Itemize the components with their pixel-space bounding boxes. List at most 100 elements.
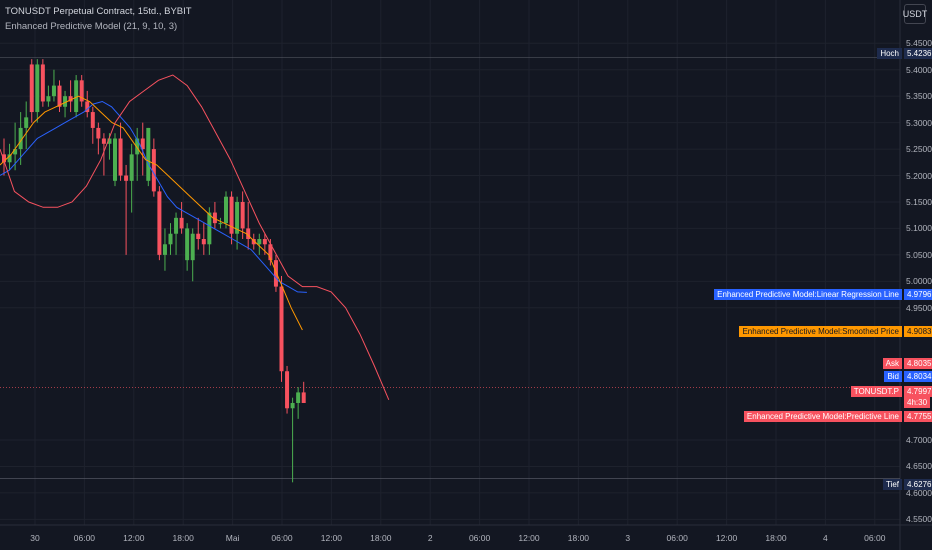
symbol-title: TONUSDT Perpetual Contract, 15td., BYBIT: [5, 6, 192, 17]
candle: [207, 212, 212, 245]
candle: [235, 201, 240, 234]
candle: [212, 212, 217, 224]
price-label-name: Ask: [882, 358, 902, 369]
price-label-value: 4.7997: [904, 386, 932, 397]
price-label-name: Enhanced Predictive Model:Linear Regress…: [714, 289, 902, 300]
candle: [179, 217, 184, 229]
candle: [273, 260, 278, 287]
candle: [162, 244, 167, 255]
y-tick-label: 5.3000: [906, 117, 932, 128]
y-tick-label: 5.2500: [906, 144, 932, 155]
price-label-value: 4.7755: [904, 411, 932, 422]
candle: [24, 117, 29, 128]
candle: [251, 239, 256, 245]
indicator-line: [0, 100, 307, 293]
price-label-value: 4.8035: [904, 358, 932, 369]
candle: [246, 228, 251, 240]
y-tick-label: 5.1000: [906, 223, 932, 234]
price-label-countdown: 4h:30: [904, 397, 931, 408]
y-tick-label: 5.3500: [906, 91, 932, 102]
candle: [74, 80, 79, 113]
candle: [129, 154, 134, 181]
y-tick-label: 4.5500: [906, 514, 932, 525]
y-tick-label: 4.7000: [906, 435, 932, 445]
price-label-name: TONUSDT.P: [850, 386, 902, 397]
x-tick-label: 12:00: [518, 533, 540, 543]
x-tick-label: 18:00: [370, 533, 392, 543]
candle: [151, 149, 156, 192]
x-tick-label: 12:00: [715, 533, 738, 543]
candle: [57, 85, 62, 107]
price-label-name: Tief: [882, 479, 902, 490]
x-tick-label: 3: [625, 533, 631, 543]
candle: [229, 196, 234, 234]
candle: [7, 154, 12, 163]
indicator-line: [0, 95, 303, 331]
candle: [63, 96, 68, 107]
x-tick-label: 12:00: [320, 533, 343, 543]
currency-unit-button[interactable]: USDT: [903, 4, 927, 24]
candle: [79, 80, 84, 102]
y-tick-label: 5.2000: [906, 170, 932, 181]
candle: [96, 127, 101, 139]
candle: [224, 196, 228, 224]
y-tick-label: 4.9500: [906, 302, 932, 313]
candle: [218, 223, 223, 225]
candle: [68, 96, 73, 102]
y-tick-label: 5.0000: [906, 276, 932, 287]
candle: [107, 138, 112, 144]
candle: [190, 233, 195, 261]
candle: [262, 239, 267, 245]
price-label-value: 5.4236: [904, 48, 932, 59]
candle: [90, 112, 95, 128]
candle: [35, 64, 40, 113]
candle: [18, 127, 23, 150]
candle: [124, 175, 129, 181]
indicator-line: [0, 74, 390, 400]
candle: [101, 138, 106, 144]
candle: [85, 101, 90, 113]
candle: [301, 392, 306, 403]
price-label-name: Enhanced Predictive Model:Predictive Lin…: [743, 411, 902, 422]
candle: [285, 371, 290, 409]
candle: [29, 64, 34, 113]
x-tick-label: 4: [823, 533, 828, 543]
y-tick-label: 4.6500: [906, 461, 932, 472]
price-label-value: 4.6276: [904, 479, 932, 490]
candle: [174, 217, 179, 234]
x-tick-label: 06:00: [864, 533, 886, 543]
y-tick-label: 5.1500: [906, 196, 932, 207]
y-tick-label: 4.6000: [906, 487, 932, 498]
candle: [257, 239, 262, 245]
y-tick-label: 5.4000: [906, 64, 932, 75]
price-label-name: Enhanced Predictive Model:Smoothed Price: [739, 326, 902, 337]
candle: [279, 286, 284, 372]
x-tick-label: Mai: [225, 533, 240, 543]
candle: [290, 402, 295, 409]
candle: [51, 85, 56, 97]
candle: [185, 228, 190, 261]
candle: [40, 64, 45, 102]
price-label-value: 4.8034: [904, 371, 932, 382]
x-tick-label: 12:00: [123, 533, 145, 543]
price-label-value: 4.9796: [904, 289, 932, 300]
y-tick-label: 5.0500: [906, 249, 932, 260]
candle: [268, 244, 273, 261]
candle: [196, 233, 201, 240]
y-tick-label: 5.4500: [906, 38, 932, 49]
candle: [240, 201, 245, 229]
x-tick-label: 06:00: [468, 533, 491, 543]
indicator-title[interactable]: Enhanced Predictive Model (21, 9, 10, 3): [5, 21, 178, 32]
candle: [201, 239, 206, 245]
x-tick-label: 18:00: [765, 533, 787, 543]
candle: [146, 127, 151, 181]
x-tick-label: 06:00: [73, 533, 96, 543]
price-label-name: Bid: [884, 371, 902, 382]
candle: [157, 191, 162, 255]
x-tick-label: 06:00: [666, 533, 688, 543]
candle: [13, 149, 18, 155]
price-label-value: 4.9083: [904, 326, 932, 337]
x-tick-label: 06:00: [271, 533, 293, 543]
candle: [2, 154, 6, 163]
